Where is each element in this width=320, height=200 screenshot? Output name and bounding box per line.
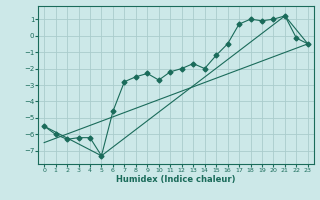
X-axis label: Humidex (Indice chaleur): Humidex (Indice chaleur) bbox=[116, 175, 236, 184]
